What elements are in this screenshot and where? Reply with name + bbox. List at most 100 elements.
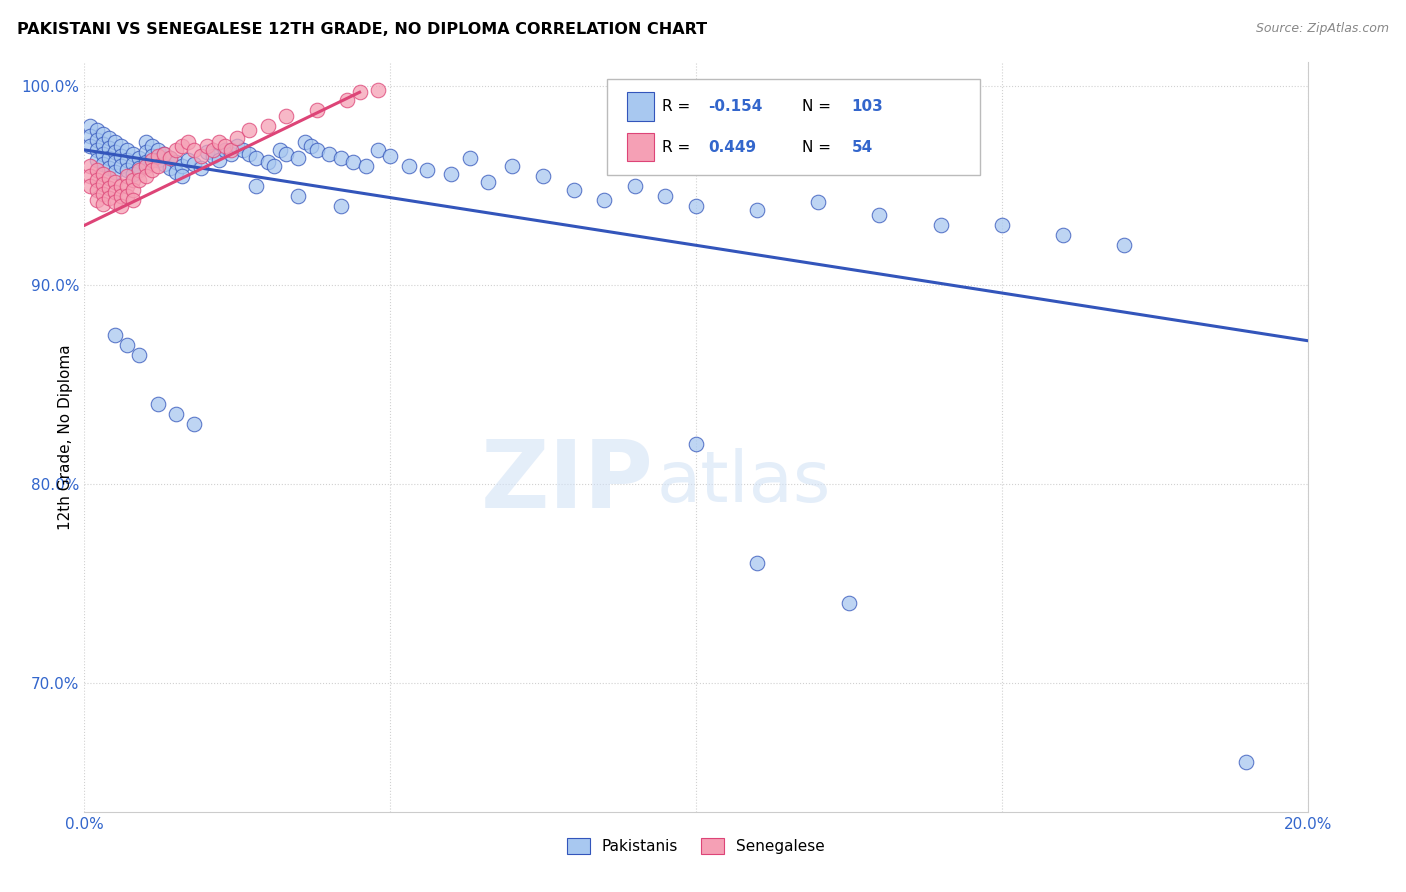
Point (201, 149, 224, 163)
Point (531, 169, 554, 183)
Point (79, 159, 101, 173)
Point (135, 154, 157, 169)
Point (79, 128, 101, 143)
Point (177, 135, 200, 149)
Point (219, 146, 242, 161)
Point (104, 135, 127, 149)
Point (330, 198, 353, 212)
Point (477, 175, 499, 189)
Point (122, 167, 145, 181)
Point (110, 178, 132, 193)
Point (135, 135, 157, 149)
Point (398, 159, 420, 173)
Text: PAKISTANI VS SENEGALESE 12TH GRADE, NO DIPLOMA CORRELATION CHART: PAKISTANI VS SENEGALESE 12TH GRADE, NO D… (17, 22, 707, 37)
Point (159, 161, 181, 175)
Point (141, 139, 163, 153)
Point (146, 143, 169, 157)
Point (110, 159, 132, 173)
Point (183, 417, 205, 432)
Text: 0.449: 0.449 (709, 140, 756, 154)
Y-axis label: 12th Grade, No Diploma: 12th Grade, No Diploma (58, 344, 73, 530)
Point (141, 149, 163, 163)
Point (214, 143, 236, 157)
Point (86, 183, 108, 197)
Point (208, 135, 231, 149)
Point (91, 186, 114, 201)
Point (91, 177, 114, 191)
Point (128, 172, 150, 186)
Point (86, 153, 108, 167)
Point (146, 397, 169, 411)
Point (165, 154, 187, 169)
Point (685, 198, 707, 212)
Point (349, 85, 371, 99)
Point (458, 151, 481, 165)
Point (91, 157, 114, 171)
Point (141, 162, 163, 177)
Point (318, 146, 340, 161)
Point (79, 169, 101, 183)
Point (190, 149, 212, 163)
Point (190, 161, 212, 175)
Point (593, 193, 616, 207)
Point (299, 139, 322, 153)
Point (165, 143, 187, 157)
Point (128, 161, 150, 175)
Point (91, 196, 114, 211)
Point (294, 135, 316, 149)
Point (165, 407, 187, 421)
Point (91, 136, 114, 151)
Point (245, 151, 267, 165)
Point (201, 143, 224, 157)
Point (287, 151, 309, 165)
Point (104, 165, 127, 179)
FancyBboxPatch shape (606, 78, 980, 175)
Text: Source: ZipAtlas.com: Source: ZipAtlas.com (1256, 22, 1389, 36)
Point (929, 219, 952, 233)
Point (159, 151, 181, 165)
Point (86, 172, 108, 186)
Point (97, 141, 120, 155)
Point (104, 154, 127, 169)
Point (122, 157, 145, 171)
Point (624, 178, 647, 193)
Point (305, 143, 328, 157)
Point (172, 169, 194, 183)
Point (115, 153, 138, 167)
Point (146, 159, 169, 173)
Point (183, 157, 205, 171)
Bar (627, 133, 654, 161)
Point (305, 103, 328, 117)
Point (86, 162, 108, 177)
Point (122, 146, 145, 161)
Point (86, 133, 108, 147)
Point (115, 178, 138, 193)
Point (807, 194, 830, 209)
Point (122, 172, 145, 186)
Point (276, 146, 298, 161)
Point (685, 437, 707, 451)
Point (115, 169, 138, 183)
Point (122, 193, 145, 207)
Point (97, 180, 120, 194)
Point (128, 151, 150, 165)
Point (287, 188, 309, 202)
Point (91, 146, 114, 161)
Point (838, 596, 860, 610)
Point (115, 188, 138, 202)
Point (440, 167, 463, 181)
Point (219, 143, 242, 157)
Point (195, 139, 218, 153)
Point (208, 153, 231, 167)
Point (1236, 755, 1258, 769)
Point (380, 149, 402, 163)
Text: 103: 103 (851, 99, 883, 114)
Point (747, 556, 769, 570)
Point (502, 159, 524, 173)
Point (79, 178, 101, 193)
Point (195, 145, 218, 159)
Point (110, 139, 132, 153)
Bar (627, 92, 654, 120)
Point (165, 165, 187, 179)
Text: R =: R = (662, 99, 695, 114)
